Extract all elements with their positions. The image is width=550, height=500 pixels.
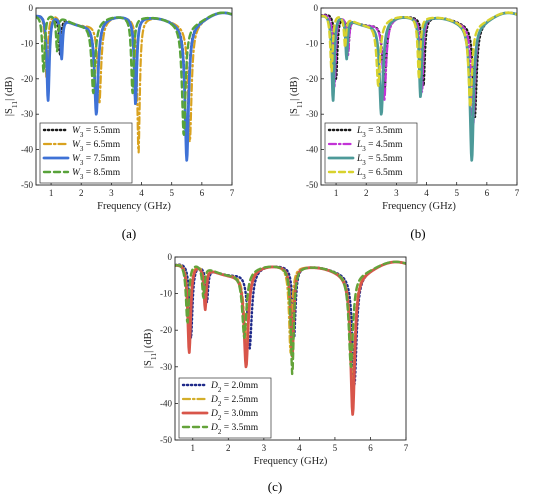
x-tick-label: 7 <box>230 188 235 198</box>
y-tick-label: -40 <box>306 145 318 155</box>
y-tick-label: -40 <box>160 398 172 408</box>
y-tick-label: 0 <box>29 3 34 13</box>
y-tick-label: -50 <box>160 435 172 445</box>
x-tick-label: 7 <box>404 443 409 453</box>
x-tick-label: 6 <box>368 443 373 453</box>
panel-label: (a) <box>122 226 136 241</box>
legend-entry: D2 = 2.5mm <box>210 395 259 408</box>
y-tick-label: 0 <box>168 252 173 262</box>
x-tick-label: 6 <box>485 188 490 198</box>
x-tick-label: 5 <box>333 443 338 453</box>
chart-panel-2: 1 2 3 4 5 6 7 0 -10 -20 -30 -40 -50 Frequency (GHz) |S… <box>143 252 409 494</box>
x-tick-label: 2 <box>364 188 369 198</box>
y-tick-label: -20 <box>160 325 172 335</box>
legend-entry: D2 = 2.0mm <box>210 381 259 394</box>
x-tick-label: 1 <box>334 188 339 198</box>
x-axis-title: Frequency (GHz) <box>382 201 456 212</box>
x-tick-label: 5 <box>454 188 459 198</box>
y-tick-label: -20 <box>306 74 318 84</box>
y-tick-label: -50 <box>21 180 33 190</box>
x-tick-label: 4 <box>297 443 302 453</box>
y-axis-title: |S11| (dB) <box>289 76 304 116</box>
y-tick-label: -10 <box>21 38 33 48</box>
x-tick-label: 7 <box>515 188 520 198</box>
series-line-3 <box>175 260 406 376</box>
y-tick-label: -50 <box>306 180 318 190</box>
x-axis-title: Frequency (GHz) <box>254 456 328 467</box>
panel-label: (b) <box>410 226 425 241</box>
legend-entry: L3 = 4.5mm <box>356 140 403 153</box>
y-tick-label: -30 <box>21 109 33 119</box>
x-tick-label: 5 <box>169 188 174 198</box>
legend-entry: W3 = 8.5mm <box>72 168 121 181</box>
y-tick-label: -30 <box>306 109 318 119</box>
panel-label: (c) <box>268 479 282 494</box>
series-group <box>36 11 232 162</box>
plot-frame <box>320 7 518 186</box>
chart-panel-1: 1 2 3 4 5 6 7 0 -10 -20 -30 -40 -50 Frequency (GHz) |S… <box>289 3 520 241</box>
legend-entry: W3 = 5.5mm <box>72 126 121 139</box>
series-line-3 <box>36 11 232 136</box>
x-tick-label: 6 <box>200 188 205 198</box>
plot-frame <box>174 256 407 441</box>
y-tick-label: -20 <box>21 74 33 84</box>
legend-entry: W3 = 6.5mm <box>72 140 121 153</box>
legend-entry: W3 = 7.5mm <box>72 154 121 167</box>
plot-frame <box>35 7 233 186</box>
y-tick-label: -10 <box>160 289 172 299</box>
series-group <box>321 11 517 162</box>
y-tick-label: 0 <box>314 3 319 13</box>
series-group <box>175 260 406 416</box>
x-tick-label: 3 <box>262 443 267 453</box>
y-tick-label: -10 <box>306 38 318 48</box>
y-axis-title: |S11| (dB) <box>143 328 158 368</box>
x-tick-label: 4 <box>424 188 429 198</box>
x-tick-label: 2 <box>79 188 84 198</box>
x-tick-label: 3 <box>394 188 399 198</box>
x-tick-label: 1 <box>191 443 196 453</box>
legend-entry: D2 = 3.0mm <box>210 409 259 422</box>
y-tick-label: -30 <box>160 362 172 372</box>
y-axis-title: |S11| (dB) <box>4 76 19 116</box>
y-tick-label: -40 <box>21 145 33 155</box>
x-axis-title: Frequency (GHz) <box>97 201 171 212</box>
legend-entry: D2 = 3.5mm <box>210 423 259 436</box>
legend-entry: L3 = 6.5mm <box>356 168 403 181</box>
x-tick-label: 4 <box>139 188 144 198</box>
x-tick-label: 1 <box>49 188 54 198</box>
chart-panel-0: 1 2 3 4 5 6 7 0 -10 -20 -30 -40 -50 Frequency (GHz) |S… <box>4 3 235 241</box>
x-tick-label: 3 <box>109 188 114 198</box>
x-tick-label: 2 <box>226 443 231 453</box>
legend-entry: L3 = 5.5mm <box>356 154 403 167</box>
series-line-3 <box>321 11 517 109</box>
legend-entry: L3 = 3.5mm <box>356 126 403 139</box>
